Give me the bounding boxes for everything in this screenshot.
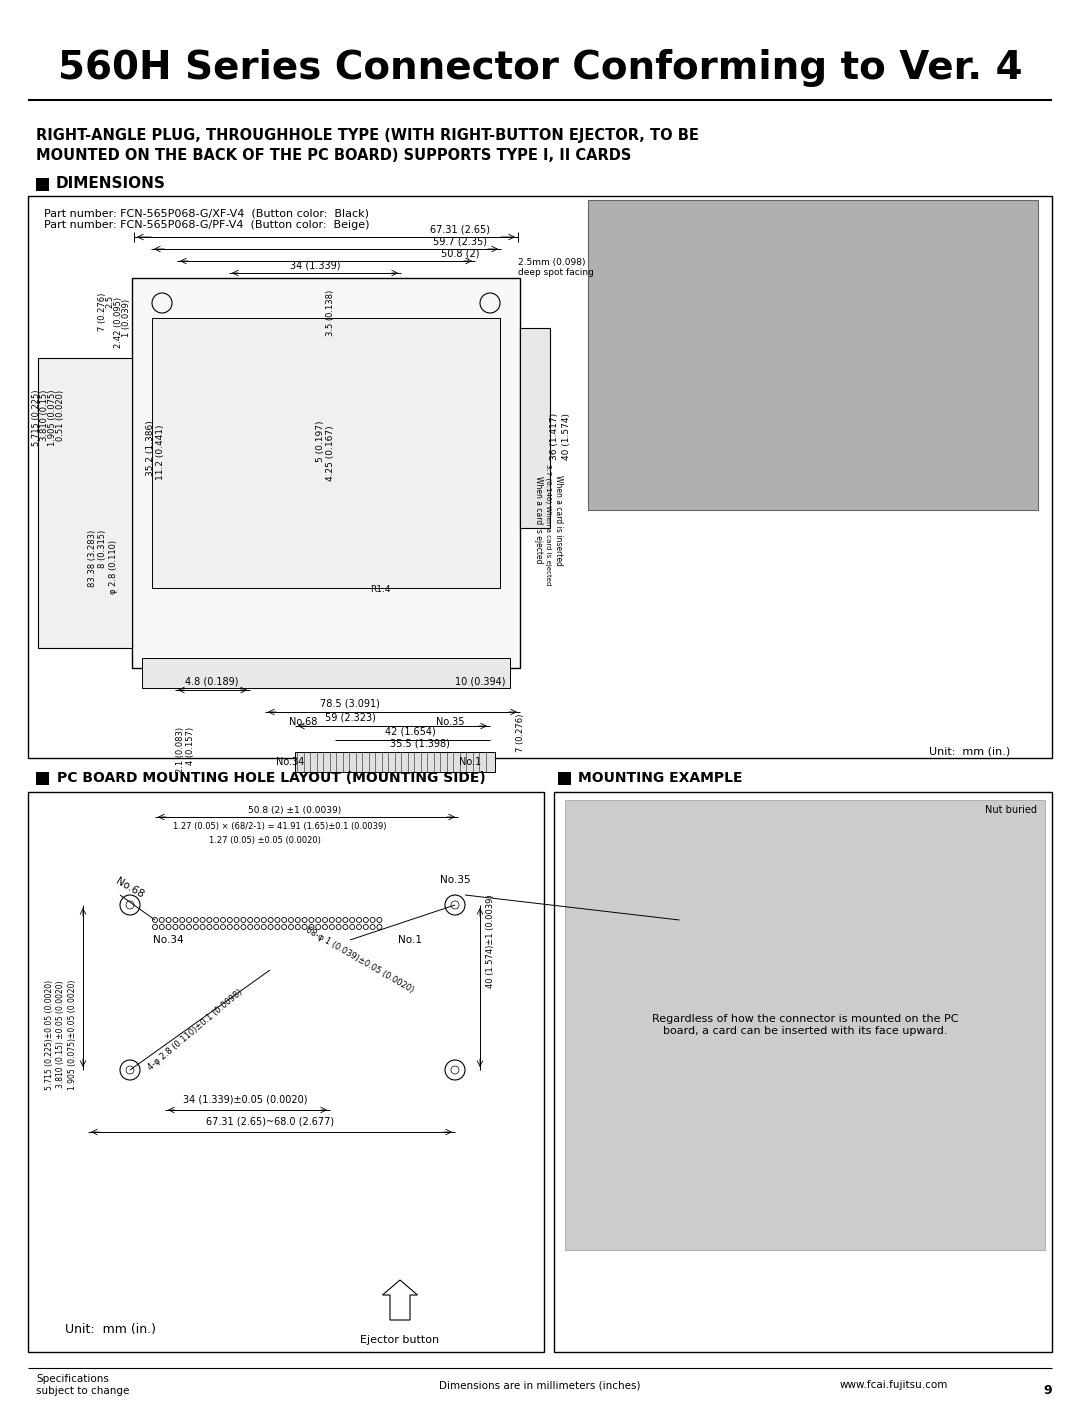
Text: Part number: FCN-565P068-G/PF-V4  (Button color:  Beige): Part number: FCN-565P068-G/PF-V4 (Button… (44, 220, 369, 230)
Text: No.34: No.34 (275, 757, 305, 767)
Text: No.35: No.35 (435, 716, 464, 728)
Text: 67.31 (2.65): 67.31 (2.65) (430, 224, 490, 234)
Text: φ 2.8 (0.110): φ 2.8 (0.110) (109, 540, 119, 594)
Text: 34 (1.339)±0.05 (0.0020): 34 (1.339)±0.05 (0.0020) (183, 1095, 307, 1105)
Text: No.1: No.1 (459, 757, 481, 767)
Text: 2.5mm (0.098)
deep spot facing: 2.5mm (0.098) deep spot facing (518, 258, 594, 278)
Text: 4.25 (0.167): 4.25 (0.167) (325, 425, 335, 481)
Text: 50.8 (2): 50.8 (2) (441, 250, 480, 259)
Text: 59 (2.323): 59 (2.323) (325, 714, 376, 723)
Text: Nut buried: Nut buried (985, 805, 1037, 815)
Text: 40 (1.574)±1 (0.0039): 40 (1.574)±1 (0.0039) (486, 894, 495, 988)
Text: No.68: No.68 (288, 716, 318, 728)
Text: 1.905 (0.075): 1.905 (0.075) (48, 390, 56, 446)
Text: RIGHT-ANGLE PLUG, THROUGHHOLE TYPE (WITH RIGHT-BUTTON EJECTOR, TO BE: RIGHT-ANGLE PLUG, THROUGHHOLE TYPE (WITH… (36, 128, 699, 143)
Text: Specifications
subject to change: Specifications subject to change (36, 1374, 130, 1396)
Text: 83.38 (3.283): 83.38 (3.283) (87, 530, 96, 587)
Text: No.35: No.35 (440, 875, 470, 885)
Bar (588, 200, 1038, 510)
Bar (558, 773, 571, 785)
Text: 5.715 (0.225)±0.05 (0.0020): 5.715 (0.225)±0.05 (0.0020) (45, 980, 54, 1091)
Bar (38, 358, 132, 648)
Text: 0.51 (0.020): 0.51 (0.020) (55, 390, 65, 442)
Bar (519, 328, 550, 529)
FancyArrow shape (382, 1280, 418, 1321)
Text: 7 (0.276): 7 (0.276) (97, 293, 107, 331)
Bar (554, 792, 1052, 1352)
Text: Regardless of how the connector is mounted on the PC
board, a card can be insert: Regardless of how the connector is mount… (651, 1014, 958, 1036)
Text: 34 (1.339): 34 (1.339) (289, 259, 340, 271)
Text: 3.810 (0.15): 3.810 (0.15) (40, 390, 49, 442)
Text: MOUNTING EXAMPLE: MOUNTING EXAMPLE (578, 771, 743, 785)
Text: Unit:  mm (in.): Unit: mm (in.) (929, 747, 1010, 757)
Text: 2.5: 2.5 (106, 294, 114, 308)
Text: 7 (0.276): 7 (0.276) (515, 714, 525, 751)
Text: 50.8 (2) ±1 (0.0039): 50.8 (2) ±1 (0.0039) (248, 806, 341, 815)
Text: 35.5 (1.398): 35.5 (1.398) (390, 739, 450, 749)
Text: MOUNTED ON THE BACK OF THE PC BOARD) SUPPORTS TYPE I, II CARDS: MOUNTED ON THE BACK OF THE PC BOARD) SUP… (36, 149, 632, 163)
Bar (28, 792, 544, 1352)
Text: DIMENSIONS: DIMENSIONS (56, 177, 166, 192)
Text: Ejector button: Ejector button (361, 1335, 440, 1345)
Text: No.68: No.68 (113, 876, 145, 900)
Text: 78.5 (3.091): 78.5 (3.091) (320, 700, 380, 709)
Text: 40 (1.574): 40 (1.574) (563, 414, 571, 460)
Text: Part number: FCN-565P068-G/XF-V4  (Button color:  Black): Part number: FCN-565P068-G/XF-V4 (Button… (44, 207, 369, 217)
Text: 9: 9 (1043, 1384, 1052, 1396)
Text: 3.5 (0.138): 3.5 (0.138) (325, 290, 335, 336)
Text: 5.715 (0.225): 5.715 (0.225) (31, 390, 41, 446)
Bar (28, 196, 1052, 758)
Text: 10 (0.394): 10 (0.394) (455, 677, 505, 687)
Text: 1 (0.039): 1 (0.039) (121, 299, 131, 336)
Text: No.1: No.1 (399, 935, 422, 945)
Text: www.fcai.fujitsu.com: www.fcai.fujitsu.com (840, 1380, 948, 1389)
Bar (295, 751, 495, 773)
Text: R1.4: R1.4 (369, 586, 390, 594)
Text: 2.42 (0.095): 2.42 (0.095) (113, 297, 122, 348)
Text: 4.8 (0.189): 4.8 (0.189) (186, 677, 239, 687)
Text: 67.31 (2.65)~68.0 (2.677): 67.31 (2.65)~68.0 (2.677) (206, 1117, 334, 1127)
Bar (132, 278, 519, 667)
Bar (36, 773, 49, 785)
Text: PC BOARD MOUNTING HOLE LAYOUT (MOUNTING SIDE): PC BOARD MOUNTING HOLE LAYOUT (MOUNTING … (57, 771, 486, 785)
Text: 1.905 (0.075)±0.05 (0.0020): 1.905 (0.075)±0.05 (0.0020) (67, 980, 77, 1091)
Text: 1.27 (0.05) ±0.05 (0.0020): 1.27 (0.05) ±0.05 (0.0020) (210, 836, 321, 844)
Bar (152, 318, 500, 587)
Bar (565, 801, 1045, 1251)
Text: When a card is ejected: When a card is ejected (534, 477, 542, 564)
Text: Unit:  mm (in.): Unit: mm (in.) (65, 1323, 156, 1336)
Text: 42 (1.654): 42 (1.654) (384, 728, 435, 737)
Text: 59.7 (2.35): 59.7 (2.35) (433, 237, 487, 247)
Text: 68-φ 1 (0.039)±0.05 (0.0020): 68-φ 1 (0.039)±0.05 (0.0020) (305, 925, 416, 994)
Text: 3.7 (0.146) When a card is ejected: 3.7 (0.146) When a card is ejected (544, 464, 551, 586)
Text: 36 (1.417): 36 (1.417) (551, 412, 559, 460)
Text: 2.1 (0.083): 2.1 (0.083) (175, 728, 185, 773)
Text: 4-φ 2.8 (0.110)±0.1 (0.0098): 4-φ 2.8 (0.110)±0.1 (0.0098) (146, 988, 244, 1073)
Bar (141, 658, 510, 688)
Text: 4 (0.157): 4 (0.157) (186, 728, 194, 765)
Text: Dimensions are in millimeters (inches): Dimensions are in millimeters (inches) (440, 1380, 640, 1389)
Text: When a card is inserted: When a card is inserted (554, 474, 563, 565)
Text: 3.810 (0.15) ±0.05 (0.0020): 3.810 (0.15) ±0.05 (0.0020) (56, 980, 66, 1088)
Text: 5 (0.197): 5 (0.197) (315, 421, 324, 461)
Text: No.34: No.34 (152, 935, 184, 945)
Bar (36, 178, 49, 191)
Text: 8 (0.315): 8 (0.315) (98, 530, 108, 568)
Text: 35.2 (1.386): 35.2 (1.386) (146, 421, 154, 475)
Text: 1.27 (0.05) × (68/2-1) = 41.91 (1.65)±0.1 (0.0039): 1.27 (0.05) × (68/2-1) = 41.91 (1.65)±0.… (173, 822, 387, 830)
Text: 11.2 (0.441): 11.2 (0.441) (156, 425, 164, 481)
Text: 560H Series Connector Conforming to Ver. 4: 560H Series Connector Conforming to Ver.… (57, 49, 1023, 87)
